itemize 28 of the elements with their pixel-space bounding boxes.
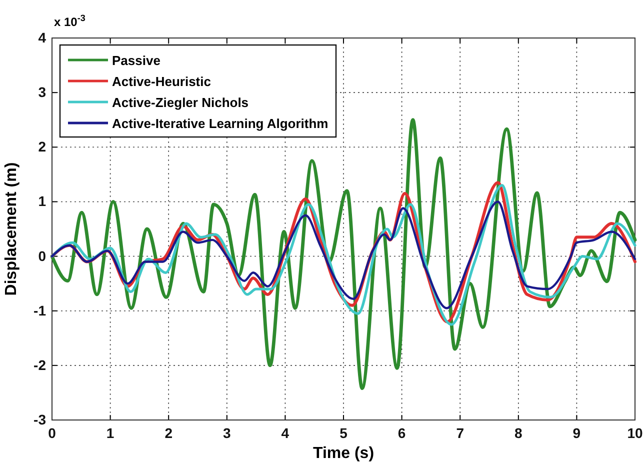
x-tick-label: 4 (281, 424, 290, 441)
x-tick-label: 3 (223, 424, 231, 441)
text: x 10$^{-3}$ (54, 13, 86, 29)
y-tick-label: -1 (34, 302, 46, 318)
legend-label: Passive (112, 53, 160, 68)
y-tick-label: 0 (38, 248, 46, 264)
x-tick-label: 1 (106, 424, 114, 441)
y-tick-label: 1 (38, 193, 46, 210)
y-tick-label: 4 (38, 29, 46, 46)
y-tick-label: -2 (34, 356, 46, 373)
y-axis-title: Displacement (m) (3, 162, 20, 296)
y-tick-label: 3 (38, 84, 46, 100)
x-tick-label: 10 (627, 424, 643, 441)
x-tick-label: 0 (48, 424, 56, 441)
legend-label: Active-Ziegler Nichols (112, 95, 249, 110)
line-series (50, 118, 637, 390)
x-tick-label: 7 (456, 424, 464, 441)
x-tick-label: 8 (514, 424, 522, 441)
x-tick-label: 6 (398, 424, 406, 441)
x-tick-label: 5 (340, 424, 348, 441)
y-tick-label: -3 (34, 411, 46, 428)
y-tick-label: 2 (38, 138, 46, 155)
legend-label: Active-Heuristic (112, 74, 211, 89)
legend-label: Active-Iterative Learning Algorithm (112, 116, 328, 131)
x-tick-label: 2 (164, 424, 173, 441)
x-tick-label: 9 (572, 424, 581, 441)
x-axis-title: Time (s) (312, 445, 374, 462)
line-series (50, 200, 636, 310)
